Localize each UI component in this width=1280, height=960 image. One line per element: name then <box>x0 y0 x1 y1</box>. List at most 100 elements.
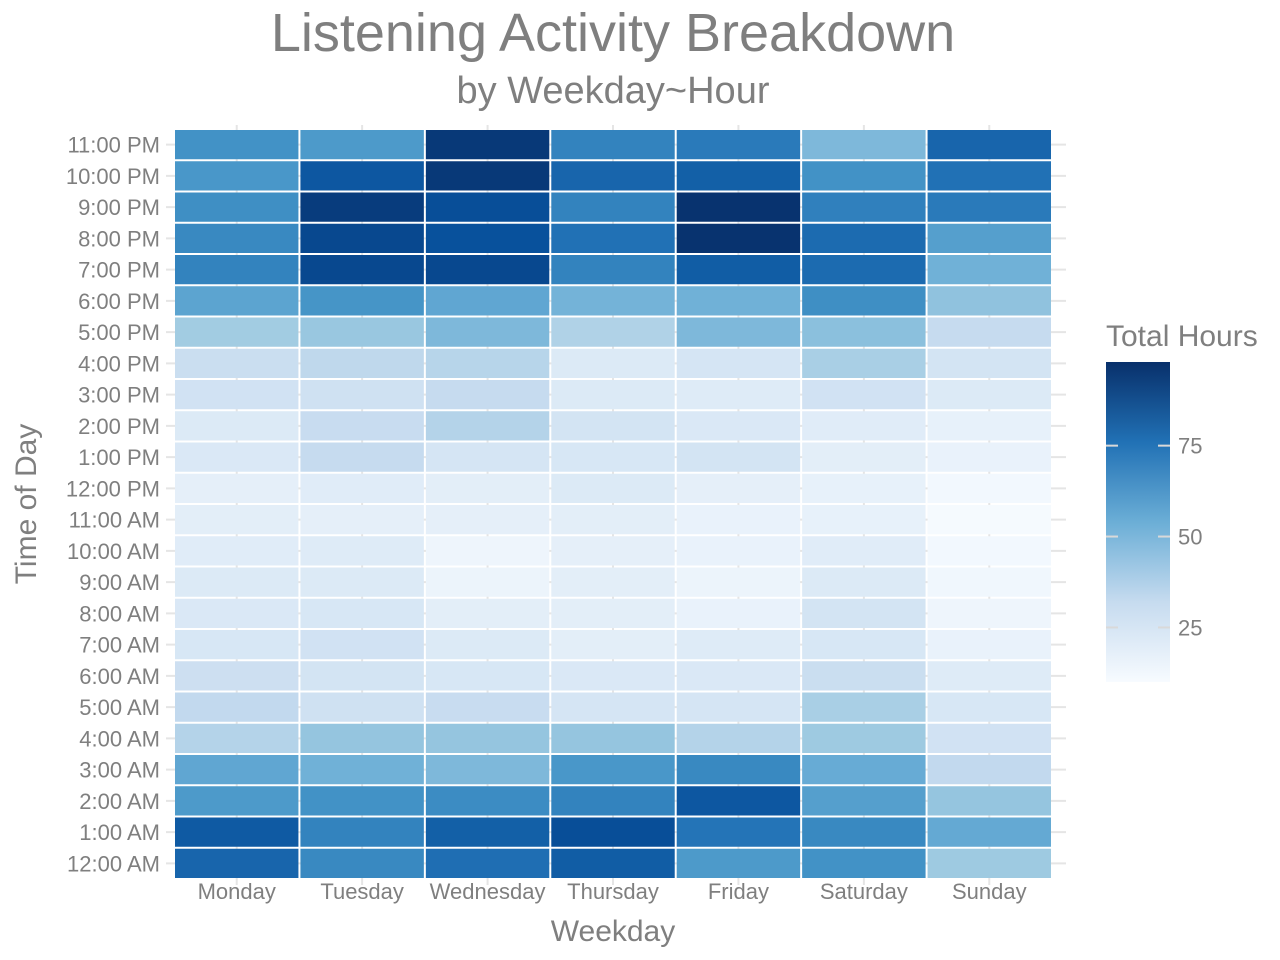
legend-tick-label: 50 <box>1178 525 1202 550</box>
heatmap-cell <box>927 473 1051 503</box>
y-tick-label: 6:00 PM <box>78 289 160 314</box>
heatmap-cell <box>300 130 424 160</box>
heatmap-cell <box>175 348 299 378</box>
heatmap-cell <box>676 223 801 253</box>
y-tick-label: 9:00 AM <box>79 570 160 595</box>
y-tick-label: 4:00 PM <box>78 351 160 376</box>
heatmap-cell <box>676 473 801 503</box>
heatmap-cell <box>927 661 1051 691</box>
heatmap-cell <box>927 380 1051 410</box>
axes: 12:00 AM 1:00 AM 2:00 AM 3:00 AM 4:00 AM 5:00… <box>10 133 1027 948</box>
heatmap-cell <box>676 630 801 660</box>
heatmap-cell <box>676 817 801 847</box>
heatmap-cell <box>551 755 675 785</box>
y-tick-label: 3:00 PM <box>78 383 160 408</box>
heatmap-cell <box>676 130 801 160</box>
heatmap-cell <box>425 817 550 847</box>
heatmap-cell <box>802 598 926 628</box>
y-tick-label: 2:00 PM <box>78 414 160 439</box>
y-tick-label: 5:00 AM <box>79 695 160 720</box>
y-tick-label: 1:00 PM <box>78 445 160 470</box>
heatmap-cell <box>676 723 801 753</box>
heatmap-cell <box>551 286 675 316</box>
heatmap-cell <box>676 598 801 628</box>
heatmap-cell <box>927 223 1051 253</box>
y-tick-label: 8:00 PM <box>78 226 160 251</box>
heatmap-cell <box>425 192 550 222</box>
heatmap-cell <box>425 255 550 285</box>
heatmap-cell <box>175 161 299 191</box>
heatmap-cell <box>676 536 801 566</box>
heatmap-cell <box>802 192 926 222</box>
heatmap-cell <box>927 317 1051 347</box>
heatmap-cell <box>175 255 299 285</box>
heatmap-cell <box>425 505 550 535</box>
y-tick-label: 5:00 PM <box>78 320 160 345</box>
heatmap-cell <box>802 567 926 597</box>
heatmap-cell <box>551 317 675 347</box>
heatmap-cell <box>551 442 675 472</box>
heatmap-cell <box>802 442 926 472</box>
heatmap-cell <box>802 786 926 816</box>
heatmap-cells <box>175 130 1051 878</box>
heatmap-cell <box>551 817 675 847</box>
heatmap-cell <box>676 661 801 691</box>
heatmap-cell <box>927 817 1051 847</box>
heatmap-cell <box>927 130 1051 160</box>
x-axis-title: Weekday <box>551 915 676 948</box>
heatmap-cell <box>676 505 801 535</box>
y-tick-label: 2:00 AM <box>79 789 160 814</box>
heatmap-cell <box>551 692 675 722</box>
chart-title: Listening Activity Breakdown <box>270 3 956 63</box>
heatmap-cell <box>425 567 550 597</box>
heatmap-cell <box>927 161 1051 191</box>
heatmap-cell <box>175 755 299 785</box>
heatmap-cell <box>425 223 550 253</box>
y-tick-label: 11:00 PM <box>67 133 160 158</box>
heatmap-cell <box>676 567 801 597</box>
y-tick-label: 12:00 AM <box>67 851 160 876</box>
heatmap-cell <box>802 723 926 753</box>
heatmap-cell <box>802 223 926 253</box>
y-tick-label: 6:00 AM <box>79 664 160 689</box>
heatmap-cell <box>425 411 550 441</box>
heatmap-cell <box>175 598 299 628</box>
heatmap-cell <box>425 348 550 378</box>
heatmap-cell <box>802 130 926 160</box>
heatmap-cell <box>175 442 299 472</box>
heatmap-cell <box>927 505 1051 535</box>
heatmap-cell <box>927 411 1051 441</box>
y-tick-label: 7:00 AM <box>79 633 160 658</box>
heatmap-cell <box>802 630 926 660</box>
heatmap-cell <box>551 786 675 816</box>
heatmap-cell <box>300 286 424 316</box>
heatmap-cell <box>425 786 550 816</box>
heatmap-cell <box>927 536 1051 566</box>
heatmap-cell <box>300 692 424 722</box>
heatmap-cell <box>300 786 424 816</box>
heatmap-cell <box>676 286 801 316</box>
heatmap-cell <box>676 317 801 347</box>
heatmap-cell <box>425 161 550 191</box>
legend: 25 50 75 <box>1106 362 1202 682</box>
heatmap-cell <box>927 786 1051 816</box>
heatmap-cell <box>551 192 675 222</box>
heatmap-cell <box>300 317 424 347</box>
heatmap-cell <box>802 348 926 378</box>
heatmap-cell <box>927 692 1051 722</box>
heatmap-cell <box>300 567 424 597</box>
heatmap-cell <box>175 505 299 535</box>
heatmap-cell <box>927 192 1051 222</box>
heatmap-cell <box>300 223 424 253</box>
heatmap-cell <box>676 442 801 472</box>
heatmap-cell <box>551 661 675 691</box>
heatmap-cell <box>425 286 550 316</box>
heatmap-cell <box>300 411 424 441</box>
heatmap-cell <box>551 223 675 253</box>
heatmap-cell <box>175 786 299 816</box>
heatmap-cell <box>551 411 675 441</box>
heatmap-cell <box>175 692 299 722</box>
y-tick-label: 4:00 AM <box>79 726 160 751</box>
heatmap-cell <box>927 255 1051 285</box>
